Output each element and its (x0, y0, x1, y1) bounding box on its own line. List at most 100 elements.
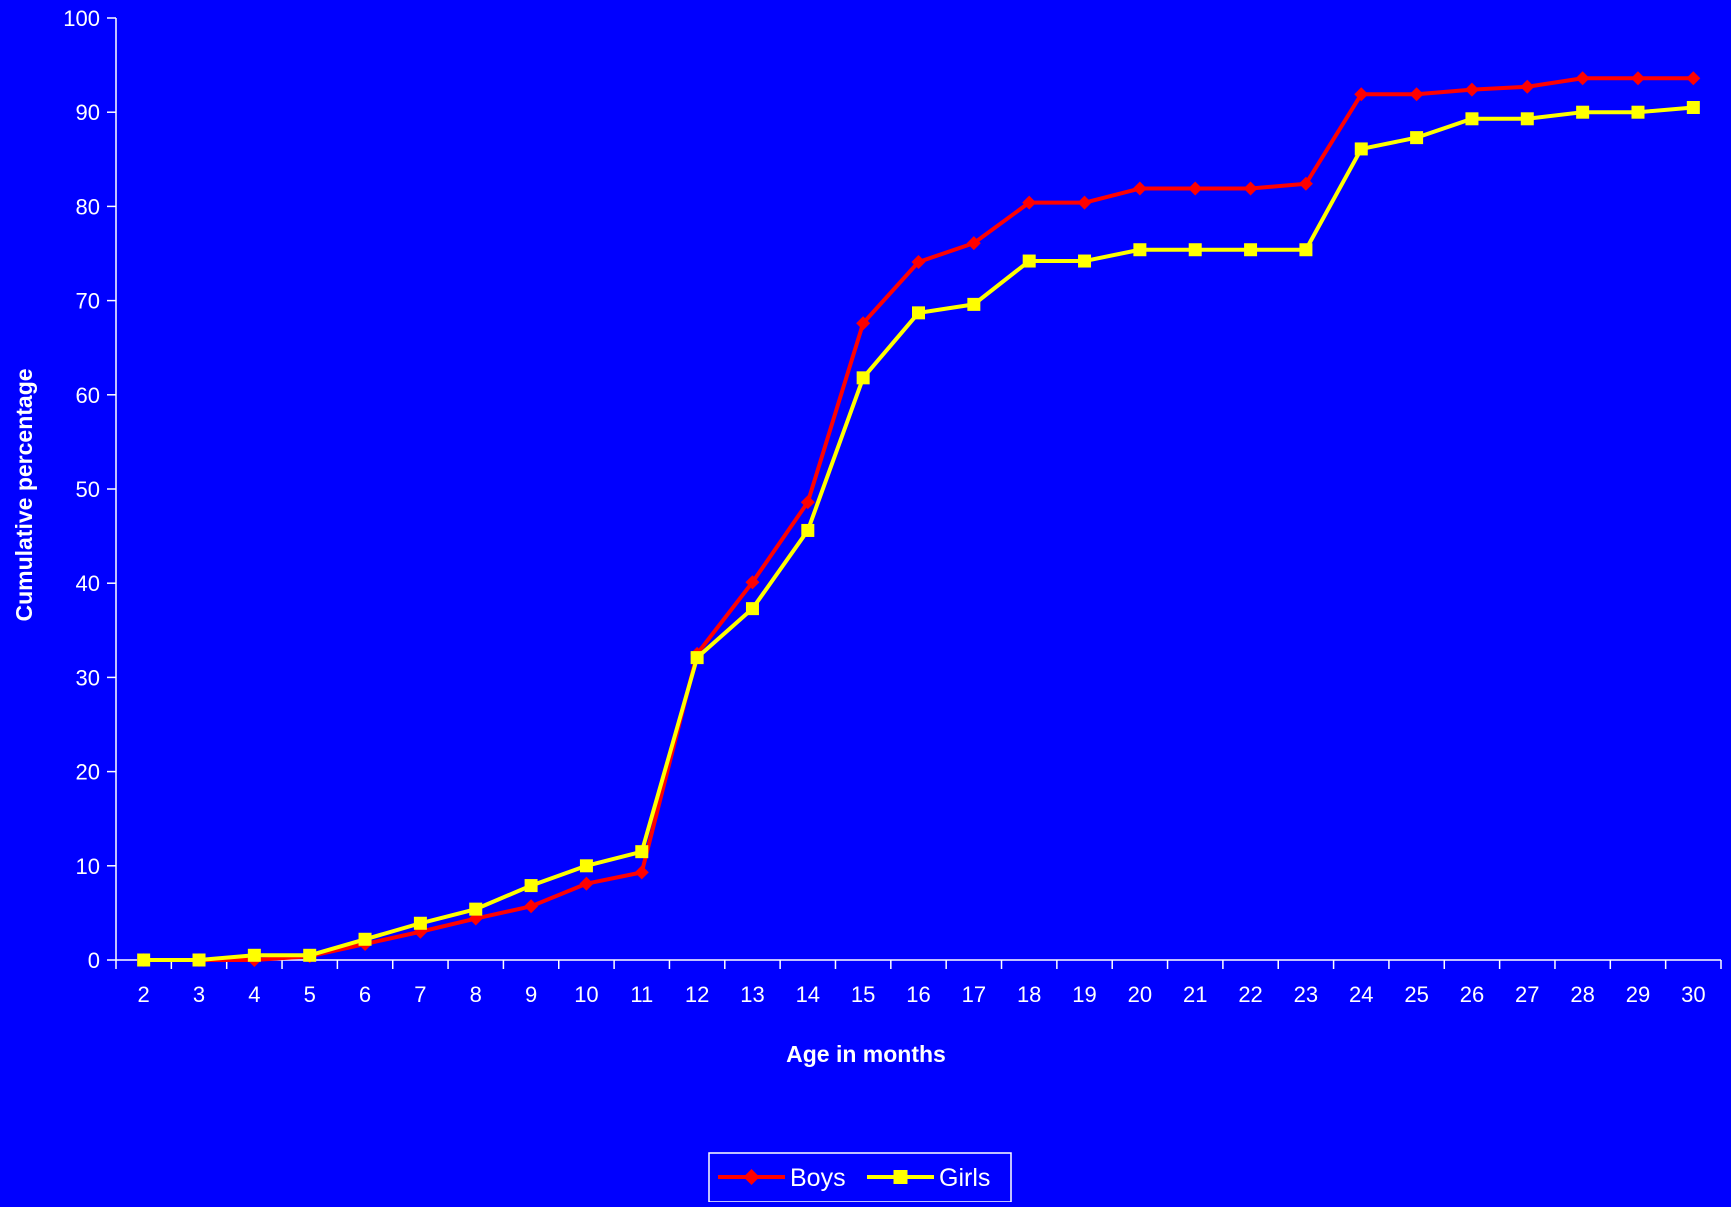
series-girls (137, 100, 1700, 967)
y-tick-label: 30 (76, 665, 100, 690)
data-point-girls (912, 306, 925, 320)
data-point-girls (856, 371, 870, 385)
data-point-boys (911, 254, 926, 269)
data-point-boys (579, 876, 594, 891)
data-point-boys (634, 865, 649, 880)
data-point-girls (1354, 142, 1368, 156)
x-tick-label: 26 (1460, 982, 1484, 1007)
data-point-girls (413, 916, 427, 930)
data-point-boys (856, 316, 871, 331)
data-point-boys (1464, 82, 1479, 97)
data-point-girls (524, 879, 538, 893)
data-point-girls (1022, 254, 1036, 268)
data-point-girls (1410, 131, 1424, 145)
legend-marker-square (893, 1170, 908, 1184)
legend-label: Boys (790, 1164, 846, 1192)
data-point-girls (303, 948, 317, 962)
y-tick-label: 60 (76, 383, 100, 408)
data-point-boys (1686, 71, 1701, 86)
x-tick-label: 20 (1128, 982, 1152, 1007)
x-tick-label: 22 (1238, 982, 1262, 1007)
data-point-boys (1132, 181, 1147, 196)
legend: Boys Girls (708, 1152, 1012, 1203)
y-tick-label: 10 (76, 854, 100, 879)
x-tick-label: 5 (304, 982, 316, 1007)
data-point-girls (1078, 254, 1092, 268)
x-tick-label: 25 (1404, 982, 1428, 1007)
x-tick-label: 21 (1183, 982, 1207, 1007)
x-tick-label: 18 (1017, 982, 1041, 1007)
data-point-boys (1188, 181, 1203, 196)
data-point-girls (1686, 100, 1700, 114)
y-tick-label: 20 (76, 760, 100, 785)
x-axis-ticks: 2 3 4 5 6 7 8 9 10 11 12 13 14 15 16 17 18 19 20 21 22 23 24 25… (115, 960, 1722, 1007)
x-tick-label: 12 (685, 982, 709, 1007)
data-point-girls (1299, 243, 1313, 257)
x-tick-label: 7 (414, 982, 426, 1007)
data-point-boys (524, 899, 539, 914)
data-point-girls (469, 902, 483, 916)
y-tick-label: 90 (76, 100, 100, 125)
y-tick-label: 70 (76, 289, 100, 314)
legend-label: Girls (939, 1164, 990, 1192)
x-axis-title: Age in months (786, 1041, 946, 1067)
x-tick-label: 13 (740, 982, 764, 1007)
data-point-boys (1409, 87, 1424, 102)
legend-item-girls: Girls (867, 1164, 990, 1192)
data-series (136, 71, 1701, 967)
y-tick-label: 80 (76, 194, 100, 219)
y-axis-ticks: 0 10 20 30 40 50 60 70 80 90 100 (63, 6, 116, 973)
data-point-girls (1188, 243, 1202, 257)
data-point-boys (1298, 176, 1313, 191)
data-point-boys (1575, 71, 1590, 86)
x-tick-label: 28 (1570, 982, 1594, 1007)
x-tick-label: 23 (1294, 982, 1318, 1007)
data-point-girls (801, 523, 815, 537)
data-point-girls (635, 845, 649, 859)
x-tick-label: 2 (138, 982, 150, 1007)
x-tick-label: 3 (193, 982, 205, 1007)
x-tick-label: 15 (851, 982, 875, 1007)
legend-item-boys: Boys (718, 1164, 846, 1192)
data-point-boys (1520, 79, 1535, 94)
x-tick-label: 9 (525, 982, 537, 1007)
y-tick-label: 100 (63, 6, 100, 31)
x-tick-label: 29 (1626, 982, 1650, 1007)
data-point-boys (800, 495, 815, 510)
data-point-girls (192, 953, 206, 967)
data-point-girls (1465, 112, 1479, 126)
data-point-girls (137, 953, 151, 967)
x-tick-label: 24 (1349, 982, 1373, 1007)
x-tick-label: 11 (630, 982, 653, 1007)
y-tick-label: 40 (76, 571, 100, 596)
x-tick-label: 6 (359, 982, 371, 1007)
data-point-girls (967, 297, 981, 311)
y-axis-title: Cumulative percentage (11, 368, 37, 621)
data-point-boys (1630, 71, 1645, 86)
data-point-girls (1244, 243, 1258, 257)
x-tick-label: 4 (248, 982, 260, 1007)
x-tick-label: 30 (1681, 982, 1705, 1007)
x-tick-label: 10 (574, 982, 598, 1007)
data-point-girls (745, 602, 759, 616)
data-point-boys (1243, 181, 1258, 196)
data-point-girls (579, 859, 593, 873)
y-tick-label: 0 (88, 948, 100, 973)
x-tick-label: 27 (1515, 982, 1539, 1007)
x-tick-label: 17 (962, 982, 986, 1007)
y-tick-label: 50 (76, 477, 100, 502)
x-tick-label: 16 (906, 982, 930, 1007)
data-point-boys (1077, 195, 1092, 210)
data-point-boys (1022, 195, 1037, 210)
legend-marker-diamond (743, 1169, 760, 1185)
x-tick-label: 8 (470, 982, 482, 1007)
data-point-girls (1133, 243, 1147, 257)
data-point-girls (1576, 105, 1590, 119)
data-point-boys (745, 575, 760, 590)
data-point-girls (247, 948, 261, 962)
data-point-girls (1520, 112, 1534, 126)
data-point-boys (966, 236, 981, 251)
